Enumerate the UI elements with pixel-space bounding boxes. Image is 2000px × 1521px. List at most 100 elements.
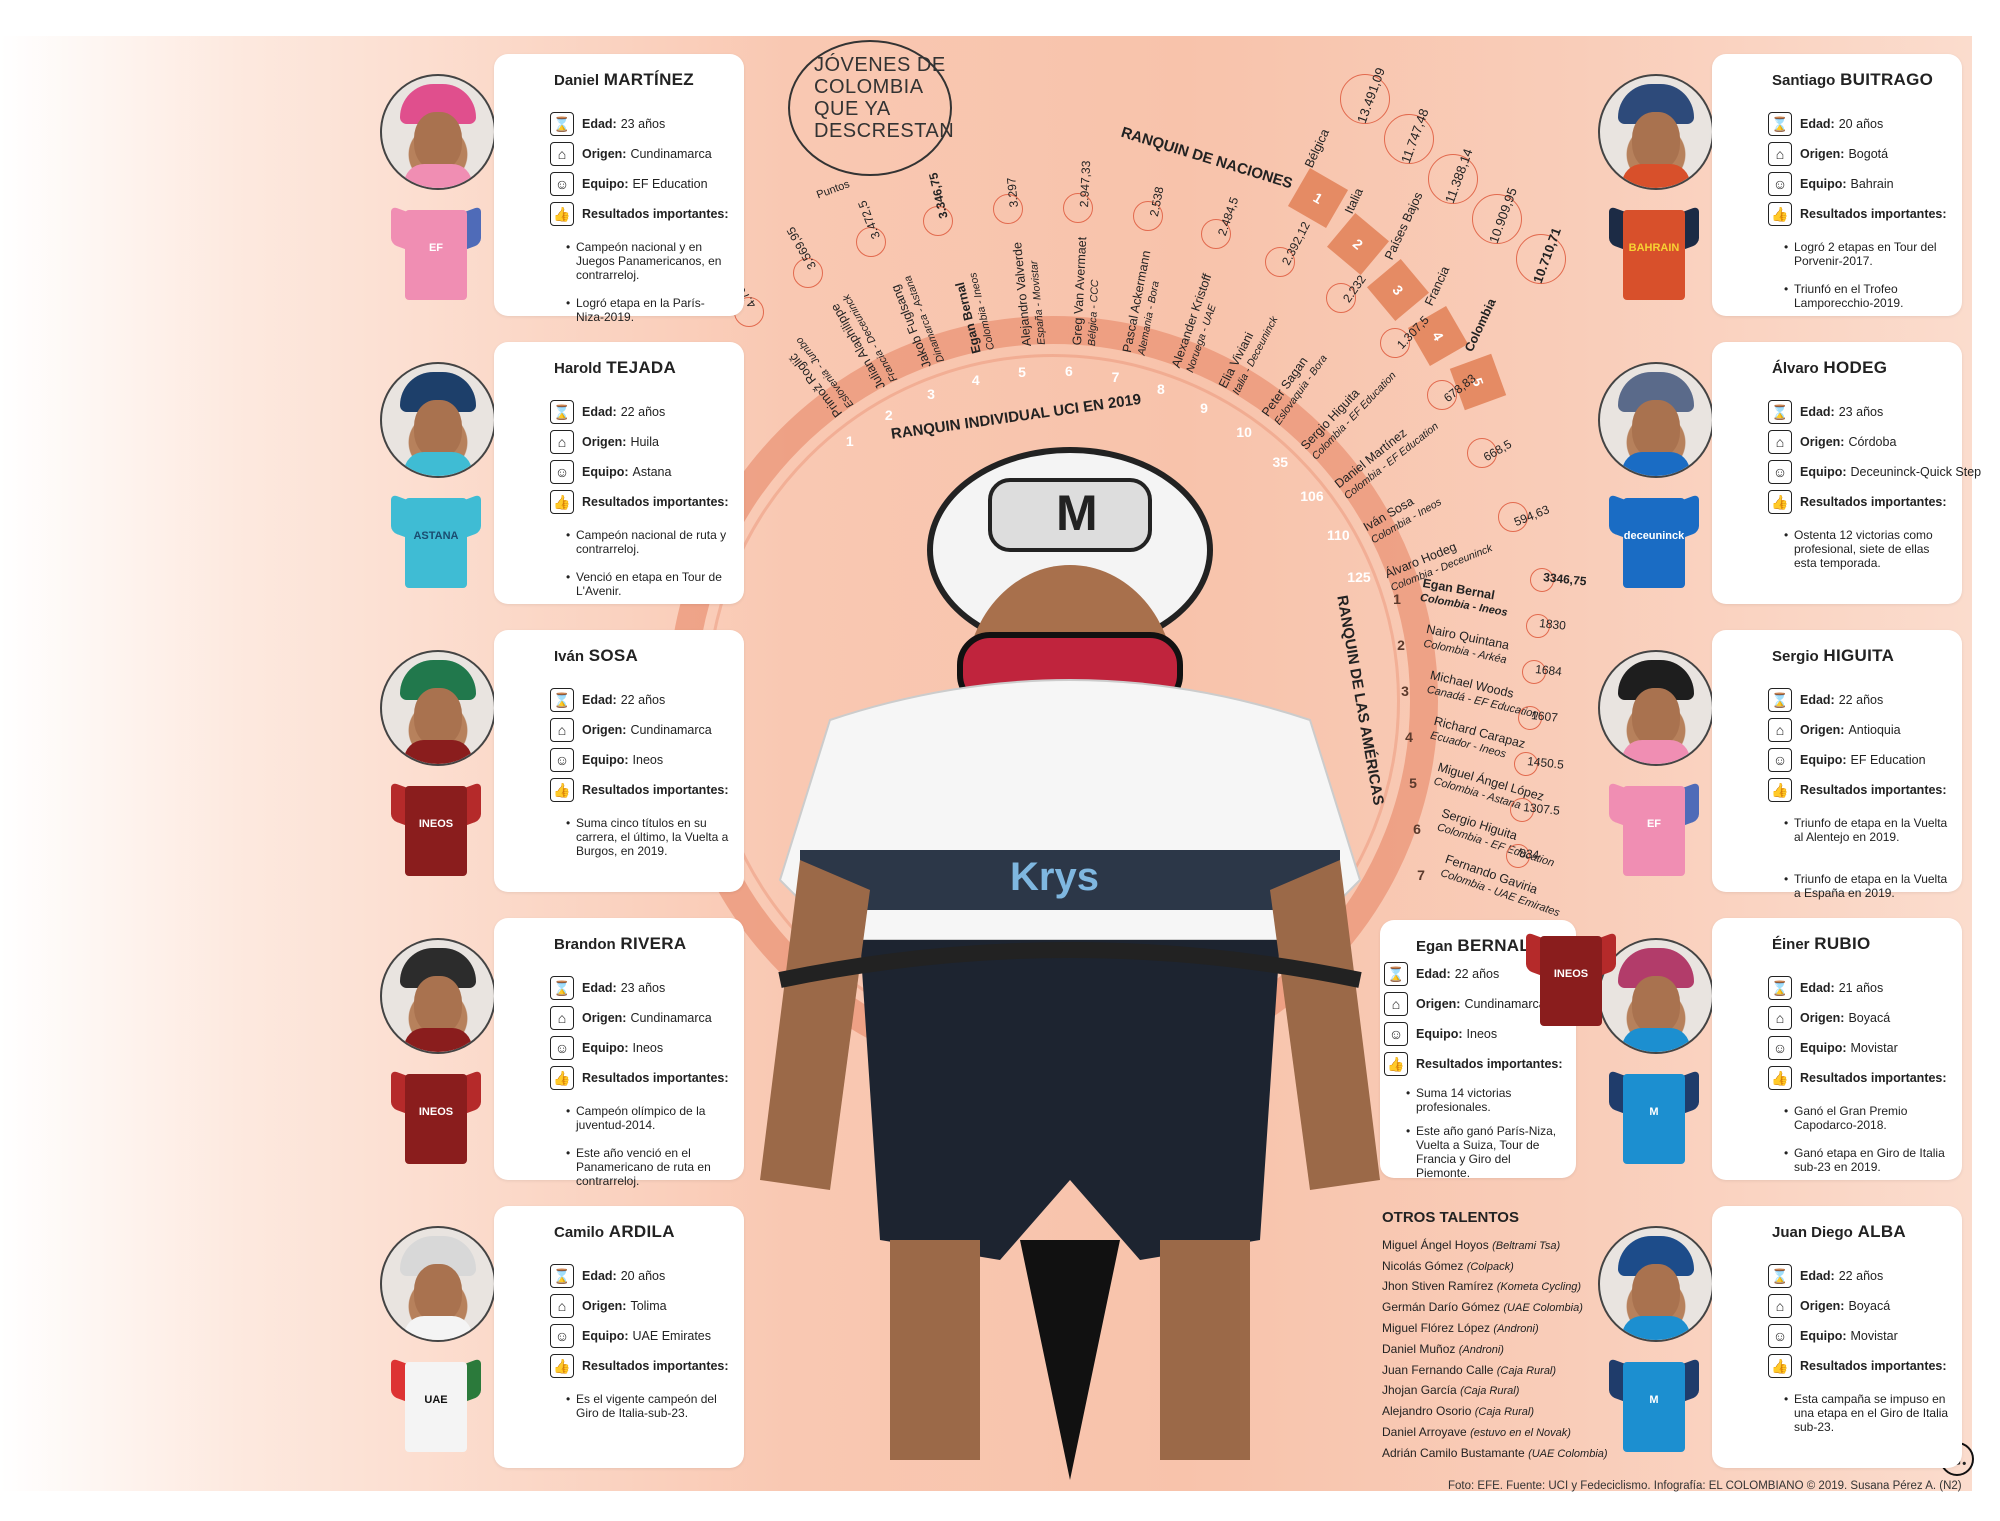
house-icon: ⌂: [1384, 992, 1408, 1016]
hourglass-icon: ⌛: [1768, 112, 1792, 136]
label-resultados: Resultados importantes:: [582, 207, 729, 221]
value-edad: 21 años: [1838, 981, 1884, 995]
row-edad: ⌛ Edad: 22 años: [1384, 962, 1499, 986]
rider-first-name: Brandon: [554, 936, 616, 953]
rider-name: Éiner RUBIO: [1772, 934, 1871, 954]
left-avatar-1: [380, 362, 496, 478]
other-talent-item: Jhon Stiven Ramírez (Kometa Cycling): [1382, 1277, 1608, 1298]
jersey-collar: [1622, 164, 1690, 188]
result-item: Logró 2 etapas en Tour del Porvenir-2017…: [1784, 240, 1949, 268]
result-item: Esta campaña se impuso en una etapa en e…: [1784, 1392, 1949, 1434]
uci-points-circle: [1132, 200, 1163, 231]
uci-rank-number: 35: [1272, 453, 1289, 470]
jersey-logo: INEOS: [418, 1106, 454, 1118]
label-resultados: Resultados importantes:: [1800, 207, 1947, 221]
value-origen: Antioquia: [1848, 723, 1901, 737]
uci-rank-box: 2: [874, 400, 904, 430]
jersey-logo: BAHRAIN: [1628, 242, 1680, 254]
rider-first-name: Egan: [1416, 938, 1453, 955]
house-icon: ⌂: [1768, 1006, 1792, 1030]
rider-name: Harold TEJADA: [554, 358, 676, 378]
uci-points-circle: [1497, 501, 1528, 532]
rider-first-name: Harold: [554, 360, 602, 377]
other-talent-team: (Caja Rural): [1474, 1406, 1535, 1419]
row-origen: ⌂ Origen: Cundinamarca: [550, 1006, 712, 1030]
right-card-2: Sergio HIGUITA ⌛ Edad: 22 años ⌂ Origen: Antio…: [1712, 630, 1962, 900]
thumbs-up-icon: 👍: [1768, 1066, 1792, 1090]
americas-points-circle: [1506, 844, 1530, 868]
other-talent-item: Miguel Flórez López (Androni): [1382, 1319, 1608, 1340]
label-equipo: Equipo:: [1416, 1027, 1463, 1041]
house-icon: ⌂: [1768, 430, 1792, 454]
label-resultados: Resultados importantes:: [582, 495, 729, 509]
row-origen: ⌂ Origen: Bogotá: [1768, 142, 1888, 166]
rider-last-name: HIGUITA: [1823, 646, 1895, 665]
result-item: Triunfo de etapa en la Vuelta al Alentej…: [1784, 816, 1949, 844]
uci-rank-number: 125: [1347, 569, 1371, 586]
team-icon: ☺: [550, 1036, 574, 1060]
other-talent-team: (Androni): [1458, 1343, 1504, 1356]
right-card-3: Éiner RUBIO ⌛ Edad: 21 años ⌂ Origen: Boyacá ☺ E…: [1712, 918, 1962, 1180]
rider-name: Álvaro HODEG: [1772, 358, 1887, 378]
label-equipo: Equipo:: [582, 177, 629, 191]
left-avatar-4: [380, 1226, 496, 1342]
jersey-collar: [1622, 740, 1690, 764]
uci-points-circle: [1379, 328, 1410, 359]
row-resultados: 👍 Resultados importantes:: [1768, 1354, 1951, 1378]
hourglass-icon: ⌛: [1384, 962, 1408, 986]
right-jersey-1: deceuninck: [1609, 490, 1699, 588]
americas-points: 1684: [1534, 662, 1563, 679]
value-origen: Cundinamarca: [1464, 997, 1546, 1011]
right-jersey-3: M: [1609, 1066, 1699, 1164]
americas-points: 1607: [1530, 708, 1559, 725]
nation-rank-number: 2: [1349, 235, 1367, 253]
label-origen: Origen:: [1800, 147, 1845, 161]
jersey-body: [405, 1074, 467, 1164]
left-jersey-2: INEOS: [391, 778, 481, 876]
hourglass-icon: ⌛: [550, 688, 574, 712]
jersey-body: [1623, 786, 1685, 876]
row-resultados: 👍 Resultados importantes:: [550, 202, 733, 226]
label-resultados: Resultados importantes:: [582, 783, 729, 797]
uci-rank-number: 3: [927, 386, 935, 403]
value-equipo: Ineos: [632, 1041, 664, 1055]
label-equipo: Equipo:: [1800, 1329, 1847, 1343]
jersey-logo: M: [1649, 1106, 1659, 1118]
label-resultados: Resultados importantes:: [1800, 783, 1947, 797]
label-equipo: Equipo:: [1800, 1041, 1847, 1055]
row-equipo: ☺ Equipo: Deceuninck-Quick Step: [1768, 460, 1981, 484]
americas-points-circle: [1526, 614, 1550, 638]
cyclist-photo: M Krys: [760, 447, 1380, 1480]
other-talent-item: Nicolás Gómez (Colpack): [1382, 1257, 1608, 1278]
hourglass-icon: ⌛: [1768, 1264, 1792, 1288]
other-talent-team: (Caja Rural): [1496, 1364, 1557, 1377]
value-edad: 22 años: [620, 405, 666, 419]
rider-last-name: BUITRAGO: [1840, 70, 1934, 89]
rider-last-name: RIVERA: [620, 934, 687, 953]
shorts-shape: [860, 940, 1280, 1260]
value-equipo: Astana: [632, 465, 672, 479]
uci-points-circle: [792, 257, 823, 288]
row-equipo: ☺ Equipo: Ineos: [550, 1036, 663, 1060]
rider-name: Daniel MARTÍNEZ: [554, 70, 694, 90]
nation-rank-number: 4: [1429, 328, 1447, 344]
label-edad: Edad:: [582, 1269, 617, 1283]
label-edad: Edad:: [582, 981, 617, 995]
uci-rank-number: 106: [1300, 488, 1324, 505]
infographic-title: JÓVENES DE COLOMBIA QUE YA DESCRESTAN: [814, 54, 955, 142]
label-equipo: Equipo:: [582, 465, 629, 479]
row-resultados: 👍 Resultados importantes:: [550, 778, 733, 802]
left-card-2: Iván SOSA ⌛ Edad: 22 años ⌂ Origen: Cundinamar…: [494, 630, 744, 892]
other-talent-team: (estuvo en el Novak): [1470, 1426, 1571, 1439]
right-jersey-4: M: [1609, 1354, 1699, 1452]
label-edad: Edad:: [1800, 693, 1835, 707]
uci-points-circle: [1200, 219, 1231, 250]
label-origen: Origen:: [582, 147, 627, 161]
nation-rank-number: 1: [1310, 189, 1326, 207]
left-avatar-0: [380, 74, 496, 190]
jersey-collar: [404, 1028, 472, 1052]
value-edad: 20 años: [620, 1269, 666, 1283]
jersey-body: [405, 498, 467, 588]
label-equipo: Equipo:: [582, 753, 629, 767]
uci-rider-label: Greg Van Avermaet Bélgica - CCC: [1070, 237, 1103, 347]
